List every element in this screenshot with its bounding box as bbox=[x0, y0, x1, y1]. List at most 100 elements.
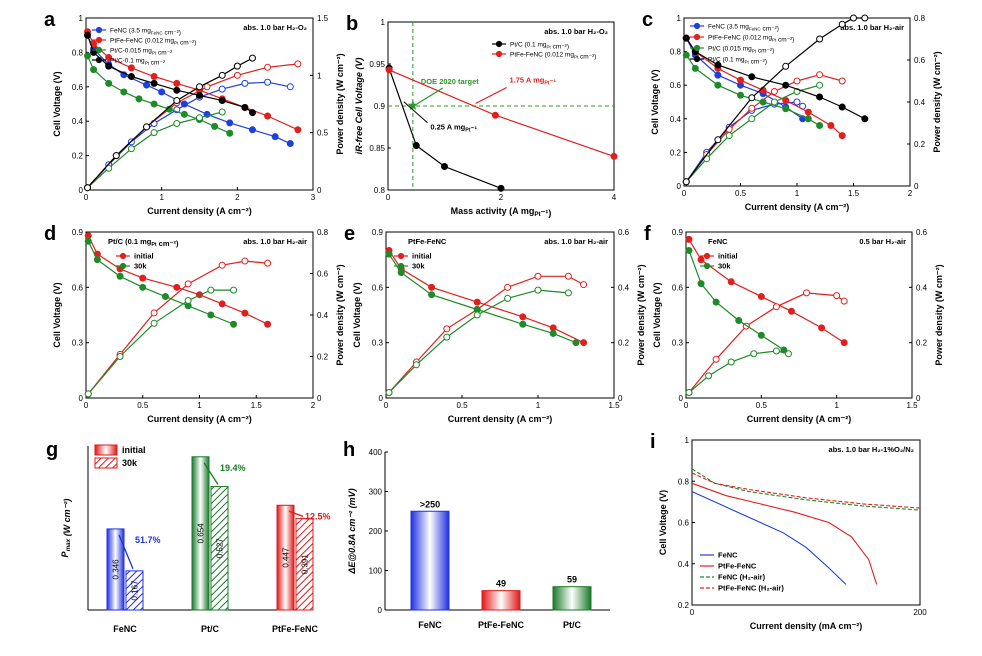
polarization-curve bbox=[691, 482, 878, 585]
voltage-point bbox=[697, 256, 705, 264]
voltage-point bbox=[116, 272, 124, 280]
power-point bbox=[150, 129, 158, 137]
power-point bbox=[173, 97, 181, 105]
x-tick-label: 4 bbox=[612, 193, 617, 202]
legend-label: initial bbox=[718, 252, 738, 261]
voltage-point bbox=[838, 132, 846, 140]
voltage-point bbox=[230, 320, 238, 328]
y-tick-label: 1 bbox=[79, 14, 84, 23]
power-point bbox=[784, 350, 792, 358]
voltage-point bbox=[180, 110, 188, 118]
x-category-label: PtFe-FeNC bbox=[272, 624, 319, 634]
y-tick-label: 0 bbox=[378, 606, 383, 615]
y-axis-label: Pmax (W cm⁻²) bbox=[60, 499, 72, 558]
legend-swatch-initial bbox=[94, 444, 118, 456]
voltage-point bbox=[173, 283, 181, 291]
legend-label: PtFe-FeNC (H₂-air) bbox=[718, 584, 784, 593]
power-curve bbox=[87, 289, 234, 395]
condition-label: abs. 1.0 bar H₂-air bbox=[243, 237, 307, 246]
x-tick-label: 1 bbox=[536, 401, 541, 410]
voltage-point bbox=[173, 86, 181, 94]
power-point bbox=[772, 303, 780, 311]
y-tick-label: 0.4 bbox=[72, 117, 84, 126]
legend-label: PtFe-FeNC (0.012 mgPt cm⁻²) bbox=[708, 35, 794, 44]
legend-label: Pt/C-0.015 mgPt cm⁻² bbox=[110, 48, 173, 57]
x-tick-label: 2 bbox=[311, 401, 316, 410]
x-tick-label: 1.5 bbox=[608, 401, 620, 410]
power-point bbox=[714, 136, 722, 144]
power-point bbox=[770, 88, 778, 95]
y-tick-label: 0.3 bbox=[672, 339, 684, 348]
y-tick-label: 100 bbox=[369, 567, 383, 576]
power-point bbox=[294, 60, 302, 68]
panel-label: b bbox=[346, 13, 358, 35]
power-point bbox=[703, 155, 711, 163]
power-point bbox=[443, 333, 451, 341]
voltage-point bbox=[580, 339, 588, 347]
power-point bbox=[184, 296, 192, 304]
inset-label: PtFe-FeNC bbox=[408, 237, 447, 246]
power-point bbox=[727, 358, 735, 366]
voltage-point bbox=[93, 256, 101, 264]
condition-label: abs. 1.0 bar H₂-1%O₂/N₂ bbox=[829, 445, 914, 454]
voltage-point bbox=[712, 298, 720, 306]
power-point bbox=[207, 286, 215, 294]
power-curve bbox=[87, 260, 268, 395]
legend-marker bbox=[397, 252, 405, 260]
power-point bbox=[725, 132, 733, 140]
x-tick-label: 2 bbox=[499, 193, 504, 202]
panel-g: g Pmax (W cm⁻²) 0.346 0.167 FeNC 51.7% 0.654 0.… bbox=[46, 439, 331, 634]
y2-tick-label: 0.8 bbox=[914, 14, 926, 23]
voltage-point bbox=[264, 320, 272, 328]
y-tick-label: 0.9 bbox=[672, 228, 684, 237]
x-tick-label: 1 bbox=[197, 401, 202, 410]
panel-label: e bbox=[344, 223, 355, 245]
y2-tick-label: 0.6 bbox=[916, 228, 928, 237]
voltage-point bbox=[691, 64, 699, 72]
power-point bbox=[793, 77, 801, 85]
drop-arrow bbox=[288, 510, 304, 518]
x-tick-label: 0.5 bbox=[735, 189, 747, 198]
legend-label: PtFe-FeNC bbox=[718, 562, 757, 571]
power-point bbox=[564, 272, 572, 280]
y-tick-label: 0.3 bbox=[72, 339, 84, 348]
y-tick-label: 0.8 bbox=[374, 186, 386, 195]
y2-tick-label: 0.4 bbox=[914, 98, 926, 107]
x-category-label: Pt/C bbox=[201, 624, 220, 634]
bar-30k bbox=[295, 517, 314, 611]
bar-value-label: 0.654 bbox=[197, 523, 206, 544]
power-point bbox=[705, 372, 713, 380]
power-point bbox=[218, 108, 226, 116]
voltage-point bbox=[264, 112, 272, 120]
voltage-point bbox=[105, 62, 113, 70]
activity-point bbox=[412, 141, 420, 149]
voltage-point bbox=[139, 283, 147, 291]
legend-label: Pt/C (0.015 mgPt cm⁻²) bbox=[708, 46, 774, 55]
voltage-point bbox=[714, 61, 722, 69]
y-tick-label: 0 bbox=[677, 182, 682, 191]
inset-label: FeNC bbox=[708, 237, 728, 246]
voltage-point bbox=[759, 98, 767, 106]
power-point bbox=[473, 311, 481, 319]
power-point bbox=[772, 347, 780, 355]
y2-tick-label: 0.4 bbox=[317, 311, 329, 320]
bar bbox=[410, 510, 450, 611]
y2-axis-label: Power density (W cm⁻²) bbox=[335, 264, 345, 365]
legend-label: Pt/C (0.1 mgPt cm⁻²) bbox=[510, 42, 569, 51]
voltage-point bbox=[759, 86, 767, 94]
legend-marker bbox=[495, 40, 503, 48]
power-point bbox=[218, 71, 226, 79]
y-tick-label: 1 bbox=[685, 436, 690, 445]
panel-h: h ΔE@0.8A cm⁻² (mV) 0 100 200 300 400 >250 FeNC 4… bbox=[343, 439, 610, 630]
voltage-point bbox=[173, 79, 181, 87]
y2-tick-label: 0.6 bbox=[317, 270, 329, 279]
black-mass-activity-label: 0.25 A mgPt⁻¹ bbox=[430, 123, 477, 134]
power-point bbox=[233, 71, 241, 79]
power-point bbox=[712, 355, 720, 363]
power-point bbox=[218, 85, 226, 93]
x-tick-label: 1 bbox=[159, 193, 164, 202]
voltage-point bbox=[161, 293, 169, 301]
voltage-point bbox=[84, 31, 92, 39]
y-tick-label: 0.85 bbox=[369, 144, 385, 153]
